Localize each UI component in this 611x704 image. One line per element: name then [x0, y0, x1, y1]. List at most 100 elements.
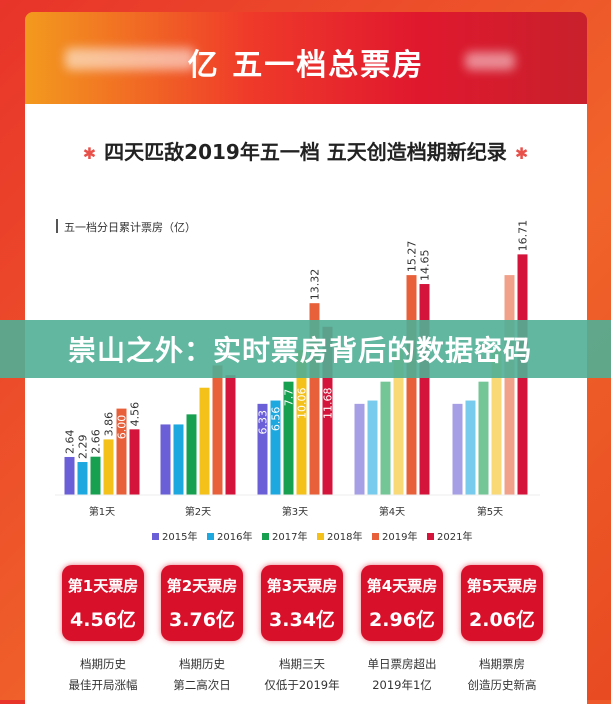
caption-line: 单日票房超出 — [367, 657, 437, 671]
tile-label: 第1天票房 — [67, 577, 139, 595]
caption-line: 仅低于2019年 — [264, 678, 340, 692]
star-icon: ✱ — [514, 144, 529, 163]
data-label: 2.66 — [90, 429, 103, 454]
bar-2017年-第3天 — [283, 381, 294, 495]
bar-2019年-第2天 — [212, 365, 223, 495]
data-label: 14.65 — [419, 250, 432, 282]
x-tick-label: 第3天 — [282, 505, 308, 518]
bar-2019年-第1天 — [116, 408, 127, 495]
bar-chart: 五一档分日累计票房（亿） 2.64 2.29 2.663.86 6.004.56 第1天… — [55, 219, 540, 543]
header-band: 亿 五一档总票房 — [25, 12, 587, 104]
tile-value: 2.96亿 — [369, 609, 435, 631]
x-tick-label: 第4天 — [379, 505, 405, 518]
x-tick-label: 第2天 — [185, 505, 211, 518]
caption-line: 创造历史新高 — [467, 678, 537, 692]
data-label: 2.64 — [64, 429, 77, 454]
legend-swatch — [262, 533, 269, 540]
bar-2021年-第4天 — [419, 284, 430, 495]
header-title: 亿 五一档总票房 — [187, 48, 425, 83]
tile-caption: 档期三天 仅低于2019年 — [247, 654, 357, 696]
tile-label: 第5天票房 — [466, 577, 538, 595]
bar-2019年-第3天 — [309, 303, 320, 495]
day-4-box-office-tile: 第4天票房 2.96亿 — [361, 565, 443, 641]
caption-line: 2019年1亿 — [372, 678, 432, 692]
data-label: 6.00 — [116, 415, 129, 440]
bar-2021年-第2天 — [225, 375, 236, 495]
title-marker — [56, 219, 58, 233]
caption-line: 档期历史 — [80, 657, 126, 671]
data-label: 7.7 — [283, 389, 296, 407]
bar-2018年-第1天 — [103, 439, 114, 495]
bar-2015年-第5天 — [452, 403, 463, 495]
bar-2017年-第2天 — [186, 414, 197, 495]
legend-label: 2019年 — [382, 530, 417, 543]
chart-title: 五一档分日累计票房（亿） — [64, 220, 196, 234]
legend-swatch — [317, 533, 324, 540]
bar-2016年-第5天 — [465, 400, 476, 495]
bar-2018年-第3天 — [296, 350, 307, 495]
tile-caption: 单日票房超出 2019年1亿 — [347, 654, 457, 696]
legend-swatch — [372, 533, 379, 540]
legend-label: 2015年 — [162, 530, 197, 543]
x-tick-label: 第1天 — [89, 505, 115, 518]
bar-2017年-第5天 — [478, 381, 489, 495]
bar-2021年-第1天 — [129, 429, 140, 495]
tile-caption: 档期历史 第二高次日 — [147, 654, 257, 696]
legend-label: 2016年 — [217, 530, 252, 543]
bar-2021年-第3天 — [322, 326, 333, 495]
legend-swatch — [207, 533, 214, 540]
star-icon: ✱ — [82, 144, 97, 163]
bar-2016年-第3天 — [270, 400, 281, 495]
data-label: 3.86 — [103, 412, 116, 437]
tile-value: 2.06亿 — [469, 609, 535, 631]
tile-value: 4.56亿 — [70, 609, 136, 631]
legend-label: 2017年 — [272, 530, 307, 543]
bar-2019年-第5天 — [504, 275, 515, 495]
data-label: 4.56 — [129, 402, 142, 427]
bar-2015年-第1天 — [64, 456, 75, 495]
day-2-box-office-tile: 第2天票房 3.76亿 — [161, 565, 243, 641]
blurred-text — [65, 48, 195, 70]
bar-2015年-第4天 — [354, 403, 365, 495]
caption-line: 档期票房 — [479, 657, 525, 671]
tile-value: 3.76亿 — [169, 609, 235, 631]
bar-2016年-第2天 — [173, 424, 184, 495]
caption-line: 最佳开局涨幅 — [68, 678, 138, 692]
tile-label: 第2天票房 — [166, 577, 238, 595]
bar-2017年-第4天 — [380, 381, 391, 495]
legend-swatch — [427, 533, 434, 540]
bar-2015年-第3天 — [257, 403, 268, 495]
bar-2016年-第4天 — [367, 400, 378, 495]
x-tick-label: 第5天 — [477, 505, 503, 518]
caption-line: 档期历史 — [179, 657, 225, 671]
data-label: 13.32 — [309, 269, 322, 301]
data-label: 6.56 — [270, 407, 283, 432]
bar-2019年-第4天 — [406, 275, 417, 495]
data-label: 6.33 — [257, 410, 270, 435]
subtitle: ✱ 四天匹敌2019年五一档 五天创造档期新纪录 ✱ — [0, 136, 611, 165]
legend-label: 2018年 — [327, 530, 362, 543]
legend-label: 2021年 — [437, 530, 472, 543]
tile-caption: 档期票房 创造历史新高 — [447, 654, 557, 696]
caption-line: 第二高次日 — [173, 678, 231, 692]
bar-2018年-第2天 — [199, 387, 210, 495]
blurred-text — [465, 52, 515, 70]
bar-2017年-第1天 — [90, 456, 101, 495]
subtitle-text: 四天匹敌2019年五一档 五天创造档期新纪录 — [104, 140, 507, 164]
day-3-box-office-tile: 第3天票房 3.34亿 — [261, 565, 343, 641]
data-label: 10.06 — [296, 388, 309, 420]
data-label: 16.71 — [517, 220, 530, 252]
tile-caption: 档期历史 最佳开局涨幅 — [48, 654, 158, 696]
bar-2018年-第5天 — [491, 350, 502, 495]
overlay-banner: 崇山之外：实时票房背后的数据密码 — [0, 320, 611, 378]
day-5-box-office-tile: 第5天票房 2.06亿 — [461, 565, 543, 641]
tile-label: 第3天票房 — [266, 577, 338, 595]
tile-label: 第4天票房 — [366, 577, 438, 595]
tile-value: 3.34亿 — [269, 609, 335, 631]
legend-swatch — [152, 533, 159, 540]
data-label: 11.68 — [322, 388, 335, 420]
bar-2015年-第2天 — [160, 424, 171, 495]
caption-line: 档期三天 — [279, 657, 325, 671]
data-label: 2.29 — [77, 435, 90, 460]
day-1-box-office-tile: 第1天票房 4.56亿 — [62, 565, 144, 641]
